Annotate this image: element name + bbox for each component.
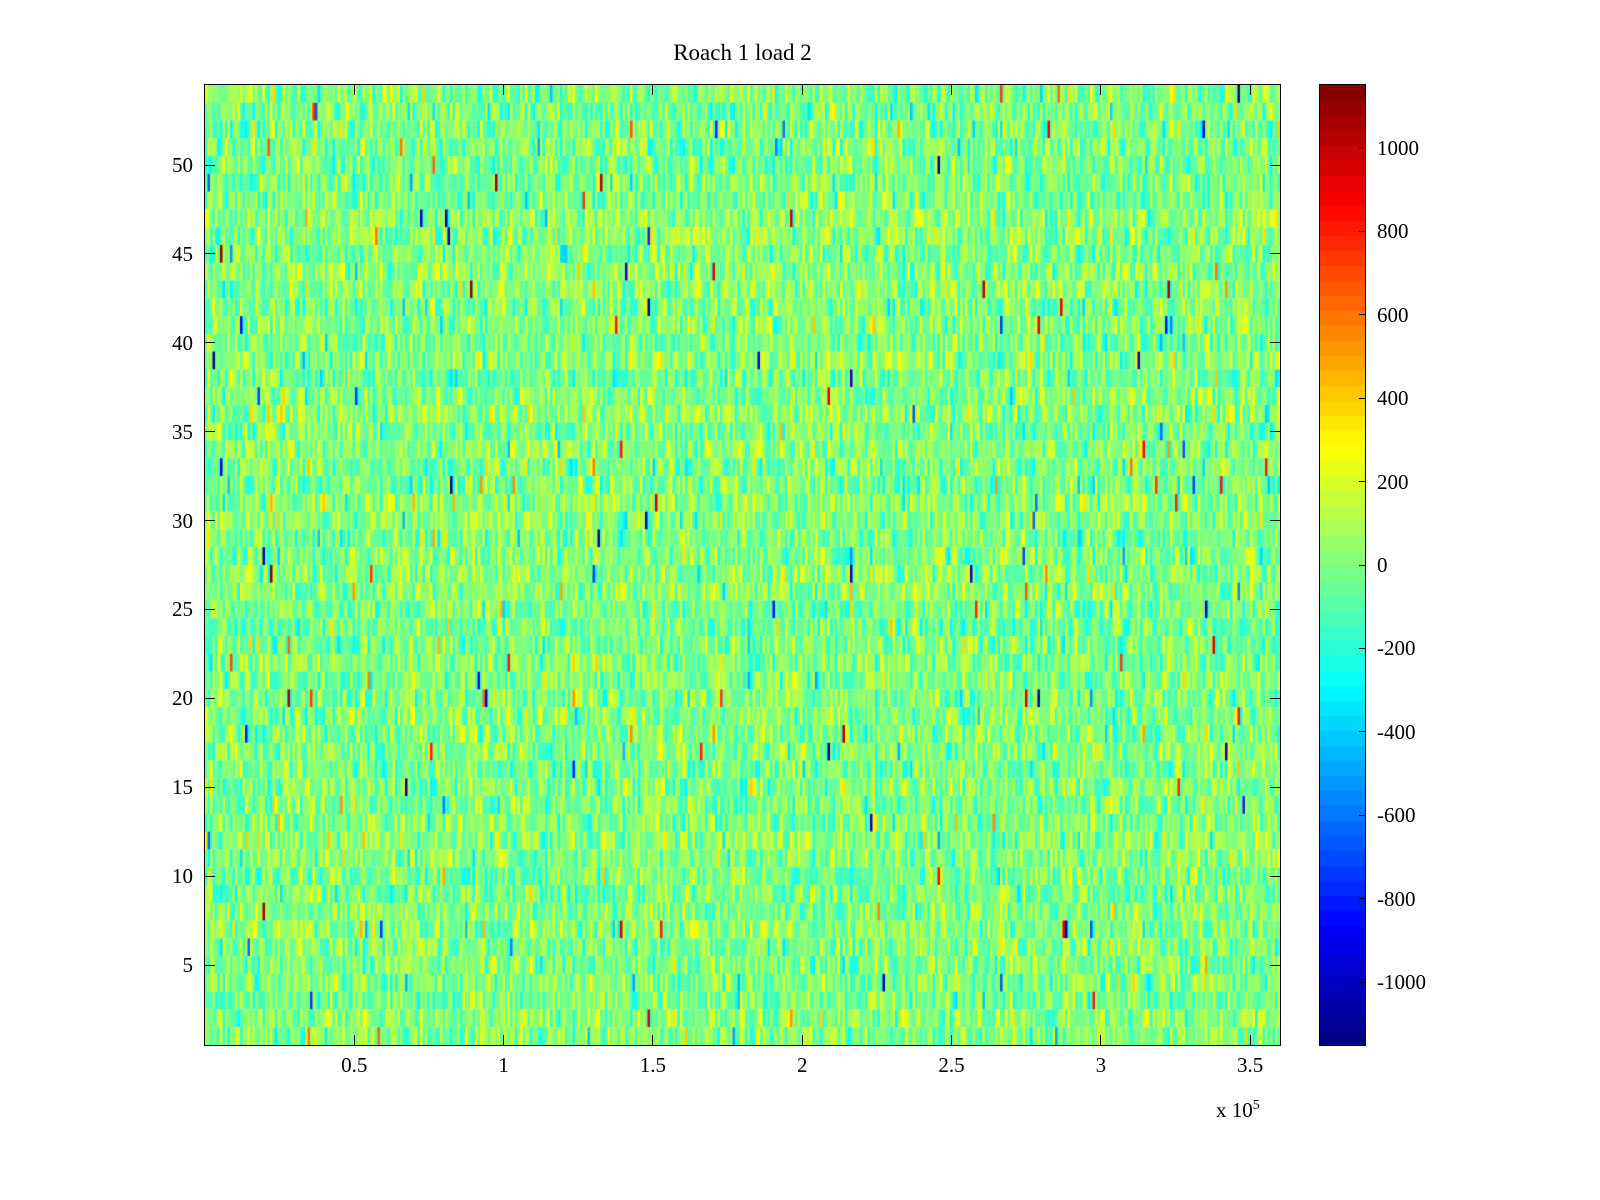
x-tick-mark xyxy=(1100,1035,1102,1045)
x-tick-label: 2 xyxy=(796,1053,808,1077)
colorbar-tick-mark xyxy=(1359,981,1365,983)
y-tick-label: 10 xyxy=(172,864,193,889)
colorbar-canvas xyxy=(1320,85,1365,1045)
colorbar-tick-mark xyxy=(1359,731,1365,733)
colorbar-tick-label: 800 xyxy=(1377,219,1409,244)
x-tick-mark-top xyxy=(801,85,803,95)
y-tick-mark-right xyxy=(1270,697,1280,699)
y-tick-mark-right xyxy=(1270,342,1280,344)
y-tick-label: 50 xyxy=(172,153,193,177)
y-tick-label: 40 xyxy=(172,330,193,355)
colorbar-tick-mark xyxy=(1359,898,1365,900)
y-tick-mark xyxy=(205,608,215,610)
y-tick-label: 20 xyxy=(172,686,193,711)
colorbar-tick-mark xyxy=(1359,647,1365,649)
colorbar-tick-mark xyxy=(1359,397,1365,399)
x-tick-mark xyxy=(503,1035,505,1045)
y-tick-label: 30 xyxy=(172,508,193,533)
x-tick-mark xyxy=(1249,1035,1251,1045)
x-tick-label: 3 xyxy=(1095,1053,1107,1077)
x-tick-mark-top xyxy=(503,85,505,95)
colorbar-tick-mark xyxy=(1359,314,1365,316)
x-tick-mark xyxy=(801,1035,803,1045)
colorbar-tick-label: -800 xyxy=(1377,886,1416,911)
y-tick-mark-right xyxy=(1270,608,1280,610)
y-tick-mark-right xyxy=(1270,786,1280,788)
x-tick-label: 3.5 xyxy=(1237,1053,1264,1077)
heatmap-canvas xyxy=(205,85,1280,1045)
colorbar-tick-mark xyxy=(1359,230,1365,232)
x-tick-mark-top xyxy=(1100,85,1102,95)
colorbar-box xyxy=(1319,84,1366,1046)
x-tick-mark-top xyxy=(951,85,953,95)
colorbar-tick-mark xyxy=(1359,147,1365,149)
y-tick-mark xyxy=(205,786,215,788)
x-tick-mark-top xyxy=(652,85,654,95)
colorbar-tick-mark xyxy=(1359,564,1365,566)
x-tick-mark xyxy=(652,1035,654,1045)
colorbar-tick-label: -400 xyxy=(1377,719,1416,744)
x-tick-label: 1 xyxy=(498,1053,509,1077)
y-tick-label: 45 xyxy=(172,241,193,266)
colorbar-tick-label: -200 xyxy=(1377,636,1416,661)
y-tick-mark xyxy=(205,253,215,255)
colorbar-tick-label: 200 xyxy=(1377,469,1409,494)
plot-axis-box xyxy=(204,84,1281,1046)
y-tick-label: 25 xyxy=(172,597,193,622)
x-axis-exponent-label: x 105 xyxy=(1216,1098,1260,1123)
y-tick-mark-right xyxy=(1270,164,1280,166)
x-exponent-power: 5 xyxy=(1252,1098,1260,1113)
x-tick-mark xyxy=(951,1035,953,1045)
chart-title: Roach 1 load 2 xyxy=(673,40,812,65)
x-tick-mark xyxy=(353,1035,355,1045)
y-tick-label: 5 xyxy=(182,953,194,977)
y-tick-mark-right xyxy=(1270,431,1280,433)
y-tick-mark xyxy=(205,964,215,966)
y-tick-mark-right xyxy=(1270,875,1280,877)
y-tick-label: 35 xyxy=(172,419,193,444)
x-tick-label: 0.5 xyxy=(341,1053,368,1077)
x-tick-mark-top xyxy=(353,85,355,95)
colorbar-tick-label: -600 xyxy=(1377,803,1416,828)
colorbar-tick-label: 1000 xyxy=(1377,135,1419,160)
y-tick-mark xyxy=(205,431,215,433)
colorbar-tick-label: 400 xyxy=(1377,386,1409,411)
x-tick-label: 1.5 xyxy=(639,1053,667,1077)
colorbar-tick-label: 0 xyxy=(1377,553,1388,577)
x-exponent-base: x 10 xyxy=(1216,1098,1253,1122)
y-tick-mark xyxy=(205,520,215,522)
y-tick-mark xyxy=(205,875,215,877)
y-tick-mark xyxy=(205,697,215,699)
x-tick-mark-top xyxy=(1249,85,1251,95)
y-tick-mark-right xyxy=(1270,520,1280,522)
colorbar-tick-mark xyxy=(1359,481,1365,483)
y-tick-mark xyxy=(205,164,215,166)
colorbar-tick-label: 600 xyxy=(1377,302,1409,327)
colorbar-tick-label: -1000 xyxy=(1377,970,1426,995)
x-tick-label: 2.5 xyxy=(938,1053,965,1077)
y-tick-mark-right xyxy=(1270,253,1280,255)
y-tick-mark-right xyxy=(1270,964,1280,966)
y-tick-mark xyxy=(205,342,215,344)
colorbar-tick-mark xyxy=(1359,814,1365,816)
y-tick-label: 15 xyxy=(172,775,193,800)
